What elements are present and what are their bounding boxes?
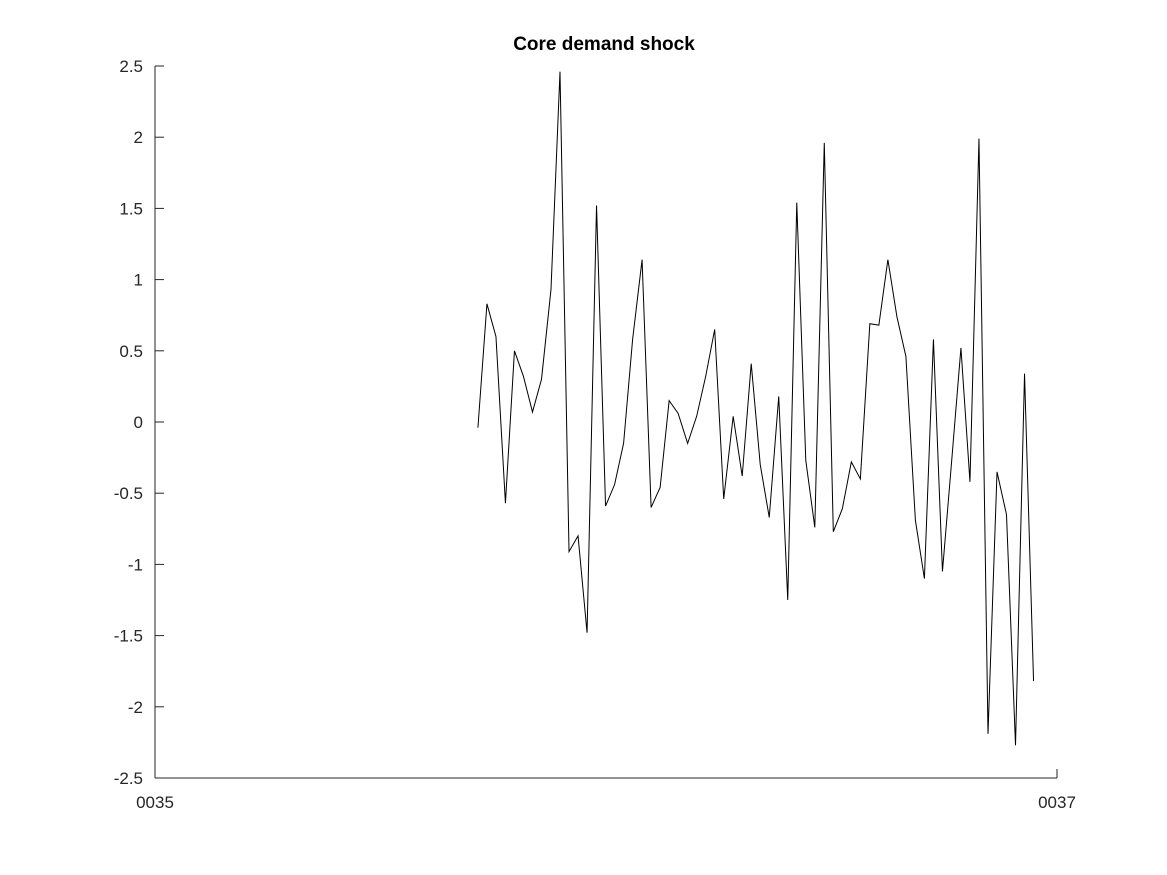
chart-title: Core demand shock [513,34,695,55]
y-tick-label: -1 [128,555,143,574]
x-tick-label: 0035 [136,793,174,812]
x-tick-label: 0037 [1038,793,1076,812]
y-tick-label: -0.5 [114,484,143,503]
y-tick-label: 2.5 [119,57,143,76]
y-tick-label: 0.5 [119,342,143,361]
y-tick-label: -1.5 [114,627,143,646]
data-line [477,71,1035,746]
y-tick-label: 0 [134,413,143,432]
y-tick-label: -2 [128,698,143,717]
y-tick-label: 2 [134,128,143,147]
y-tick-label: 1.5 [119,199,143,218]
y-tick-label: 1 [134,271,143,290]
y-tick-label: -2.5 [114,769,143,788]
